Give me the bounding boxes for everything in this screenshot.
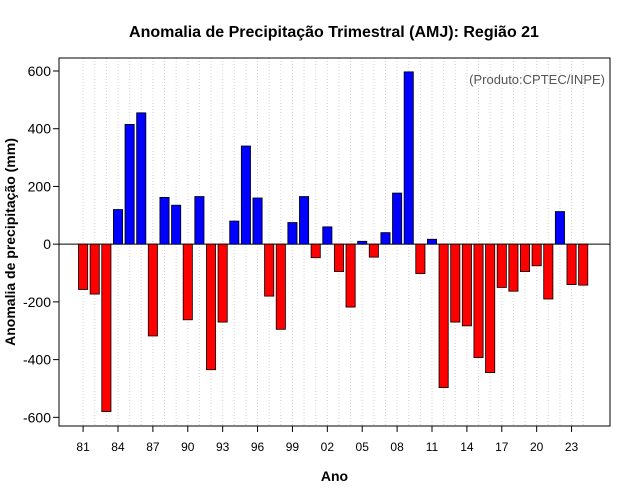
- x-tick-label: 20: [530, 440, 544, 454]
- x-axis-label: Ano: [321, 468, 348, 484]
- x-tick-label: 87: [146, 440, 160, 454]
- x-tick-label: 23: [565, 440, 579, 454]
- grid-lines: [82, 58, 584, 426]
- bar-2009: [403, 71, 414, 245]
- bar-1984: [112, 209, 123, 245]
- bar-2010: [415, 243, 426, 275]
- source-note: (Produto:CPTEC/INPE): [469, 72, 605, 87]
- x-tick-label: 90: [181, 440, 195, 454]
- bar-2003: [333, 243, 344, 272]
- bar-1999: [287, 222, 298, 245]
- x-tick-label: 08: [390, 440, 404, 454]
- bar-1986: [136, 112, 147, 245]
- bar-2014: [461, 243, 472, 327]
- bar-1987: [147, 243, 158, 337]
- bar-1982: [89, 243, 100, 295]
- y-axis: -600 -400 -200 0 200 400 600: [23, 63, 59, 425]
- bar-2015: [473, 243, 484, 358]
- x-tick-label: 96: [251, 440, 265, 454]
- bar-2021: [543, 243, 554, 300]
- y-axis-label: Anomalia de precipitação (mm): [2, 138, 18, 346]
- bar-2000: [299, 196, 310, 245]
- bar-1997: [264, 243, 275, 297]
- y-tick-label: 600: [28, 63, 52, 79]
- bar-2022: [554, 211, 565, 245]
- bar-2020: [531, 243, 542, 267]
- x-axis: 81 84 87 90 93 96 99 02 05 08 11 14 17 20 23: [76, 426, 579, 454]
- bar-2002: [322, 226, 333, 245]
- bar-2004: [345, 243, 356, 308]
- x-tick-label: 11: [426, 440, 439, 454]
- bars: [78, 71, 589, 412]
- bar-1988: [159, 197, 170, 245]
- bar-2023: [566, 243, 577, 285]
- chart-title: Anomalia de Precipitação Trimestral (AMJ…: [129, 24, 539, 41]
- x-tick-label: 02: [321, 440, 335, 454]
- bar-2024: [578, 243, 589, 286]
- bar-2012: [438, 243, 449, 389]
- x-tick-label: 14: [460, 440, 474, 454]
- bar-1995: [240, 145, 251, 245]
- x-tick-label: 17: [495, 440, 509, 454]
- bar-2001: [310, 243, 321, 259]
- bar-1981: [78, 243, 89, 290]
- y-tick-label: 400: [28, 121, 52, 137]
- bar-1991: [194, 196, 205, 245]
- y-tick-label: 0: [43, 236, 51, 252]
- bar-1990: [182, 243, 193, 321]
- bar-1996: [252, 197, 263, 245]
- y-tick-label: 200: [28, 178, 52, 194]
- bar-1992: [206, 243, 217, 371]
- bar-2019: [520, 243, 531, 272]
- bar-2005: [357, 240, 368, 245]
- bar-2013: [450, 243, 461, 323]
- bar-1989: [171, 204, 182, 245]
- x-tick-label: 99: [286, 440, 300, 454]
- bar-2008: [392, 192, 403, 245]
- bar-1983: [101, 243, 112, 412]
- bar-1994: [229, 220, 240, 245]
- y-tick-label: -600: [23, 409, 51, 425]
- x-tick-label: 81: [76, 440, 90, 454]
- bar-1998: [275, 243, 286, 330]
- bar-2017: [496, 243, 507, 288]
- bar-1985: [124, 123, 135, 245]
- bar-2018: [508, 243, 519, 292]
- y-tick-label: -200: [23, 294, 51, 310]
- bar-2011: [426, 238, 437, 245]
- y-tick-label: -400: [23, 352, 51, 368]
- bar-2006: [368, 243, 379, 258]
- bar-2016: [485, 243, 496, 374]
- x-tick-label: 05: [356, 440, 370, 454]
- x-tick-label: 84: [111, 440, 125, 454]
- x-tick-label: 93: [216, 440, 230, 454]
- bar-2007: [380, 232, 391, 245]
- plot-frame: [58, 57, 611, 427]
- bar-1993: [217, 243, 228, 323]
